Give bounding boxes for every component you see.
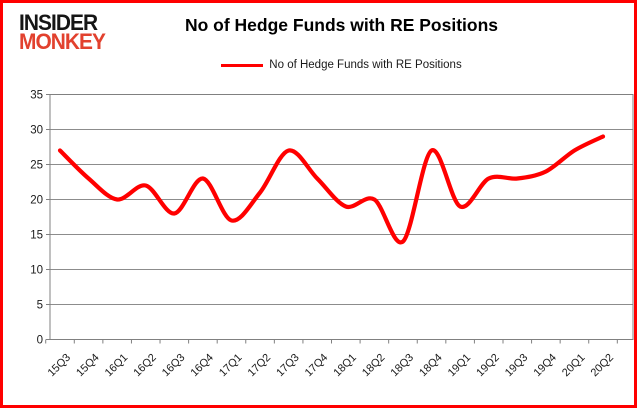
x-tick-label: 19Q3	[503, 352, 531, 380]
y-tick-label: 5	[37, 300, 43, 312]
y-tick-label: 20	[30, 195, 43, 207]
x-tick-label: 15Q3	[46, 352, 74, 380]
x-tick-label: 17Q2	[246, 352, 274, 380]
y-tick-label: 10	[30, 265, 43, 277]
x-tick-label: 17Q3	[274, 352, 302, 380]
insider-monkey-logo: INSIDER MONKEY	[19, 10, 106, 55]
y-tick-label: 0	[37, 335, 43, 347]
series-line	[57, 134, 606, 245]
x-tick-label: 20Q2	[589, 352, 617, 380]
x-tick-label: 19Q1	[446, 352, 474, 380]
x-tick-label: 16Q4	[188, 352, 216, 380]
y-tick-label: 35	[30, 90, 43, 102]
logo-line-monkey: MONKEY	[19, 29, 106, 55]
x-tick-label: 19Q2	[474, 352, 502, 380]
y-tick-label: 25	[30, 160, 43, 172]
legend-line-sample	[221, 63, 264, 67]
x-tick-label: 17Q1	[217, 352, 245, 380]
logo-line-insider: INSIDER	[19, 10, 98, 35]
x-tick-label: 18Q3	[389, 352, 417, 380]
y-tick-label: 30	[30, 125, 43, 137]
x-tick-label: 16Q2	[131, 352, 159, 380]
x-tick-label: 18Q2	[360, 352, 388, 380]
plot-border	[49, 94, 634, 340]
chart-legend: No of Hedge Funds with RE Positions	[50, 59, 633, 71]
x-tick-label: 17Q4	[303, 352, 331, 380]
x-tick-label: 20Q1	[560, 352, 588, 380]
legend-label: No of Hedge Funds with RE Positions	[269, 59, 462, 71]
x-tick-label: 18Q4	[417, 352, 445, 380]
x-tick-label: 15Q4	[74, 352, 102, 380]
x-tick-label: 16Q1	[103, 352, 131, 380]
chart-title: No of Hedge Funds with RE Positions	[184, 15, 499, 35]
x-tick-label: 16Q3	[160, 352, 188, 380]
x-tick-label: 18Q1	[331, 352, 359, 380]
x-tick-label: 19Q4	[531, 352, 559, 380]
y-tick-label: 15	[30, 230, 43, 242]
